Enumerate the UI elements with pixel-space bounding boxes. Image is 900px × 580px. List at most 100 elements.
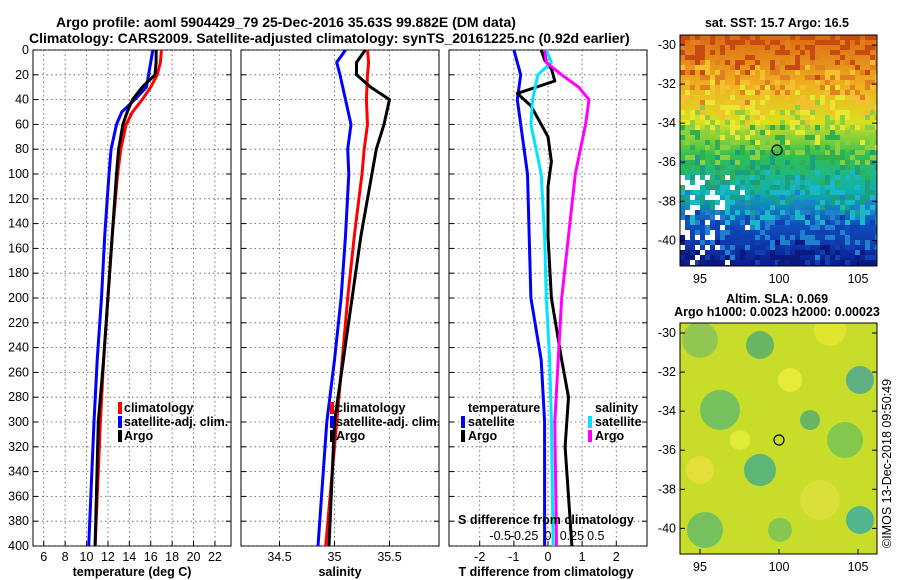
sst-pixel bbox=[710, 240, 715, 245]
sst-pixel bbox=[845, 240, 850, 245]
sst-pixel bbox=[830, 195, 835, 200]
sst-pixel bbox=[835, 230, 840, 235]
sst-pixel bbox=[825, 230, 830, 235]
map-x-tick-label: 100 bbox=[769, 272, 790, 286]
sst-pixel bbox=[810, 185, 815, 190]
sst-pixel bbox=[730, 105, 735, 110]
sst-pixel bbox=[680, 260, 685, 265]
sst-pixel bbox=[795, 255, 800, 260]
sst-pixel bbox=[730, 65, 735, 70]
sst-pixel bbox=[700, 85, 705, 90]
sst-pixel bbox=[705, 260, 710, 265]
sst-pixel bbox=[875, 130, 877, 135]
sst-pixel bbox=[790, 255, 795, 260]
sst-pixel bbox=[750, 125, 755, 130]
sst-mask-pixel bbox=[700, 180, 705, 185]
sla-argo-location-marker bbox=[773, 434, 785, 446]
sst-pixel bbox=[785, 220, 790, 225]
sst-pixel bbox=[720, 145, 725, 150]
sst-pixel bbox=[775, 185, 780, 190]
sst-pixel bbox=[745, 195, 750, 200]
sst-pixel bbox=[830, 160, 835, 165]
map-y-tick-label: -32 bbox=[658, 77, 676, 91]
sst-mask-pixel bbox=[680, 225, 685, 230]
sst-pixel bbox=[810, 100, 815, 105]
sst-mask-pixel bbox=[720, 225, 725, 230]
sst-pixel bbox=[785, 140, 790, 145]
x-tick-label: 1 bbox=[579, 550, 586, 564]
legend-label-argo: Argo bbox=[336, 429, 366, 443]
temperature-panel: 6 8 10 12 14 16 18 20 22 temperature (deg C) cli… bbox=[32, 49, 232, 579]
sst-pixel bbox=[710, 120, 715, 125]
sst-pixel bbox=[825, 180, 830, 185]
sst-pixel bbox=[750, 110, 755, 115]
sst-mask-pixel bbox=[685, 230, 690, 235]
sst-pixel bbox=[840, 75, 845, 80]
sst-pixel bbox=[780, 140, 785, 145]
sst-pixel bbox=[705, 145, 710, 150]
salinity-xlabel: salinity bbox=[318, 565, 361, 579]
sst-pixel bbox=[795, 180, 800, 185]
sst-pixel bbox=[720, 135, 725, 140]
x-tick-label: -1 bbox=[508, 550, 519, 564]
sst-pixel bbox=[700, 45, 705, 50]
sst-pixel bbox=[805, 110, 810, 115]
sst-pixel bbox=[685, 175, 690, 180]
sst-mask-pixel bbox=[680, 230, 685, 235]
sst-pixel bbox=[780, 235, 785, 240]
sst-pixel bbox=[825, 260, 830, 265]
legend-swatch-temp-argo bbox=[461, 430, 465, 442]
sst-pixel bbox=[695, 210, 700, 215]
sst-pixel bbox=[745, 235, 750, 240]
sst-pixel bbox=[840, 195, 845, 200]
sst-pixel bbox=[690, 85, 695, 90]
sst-pixel bbox=[855, 240, 860, 245]
sst-pixel bbox=[705, 225, 710, 230]
sst-pixel bbox=[755, 150, 760, 155]
sst-pixel bbox=[820, 260, 825, 265]
sst-mask-pixel bbox=[710, 230, 715, 235]
sst-pixel bbox=[800, 130, 805, 135]
sst-pixel bbox=[750, 175, 755, 180]
sst-mask-pixel bbox=[705, 245, 710, 250]
sst-pixel bbox=[725, 220, 730, 225]
sst-pixel bbox=[830, 185, 835, 190]
sst-pixel bbox=[865, 160, 870, 165]
sst-pixel bbox=[775, 215, 780, 220]
sst-pixel bbox=[700, 220, 705, 225]
sst-pixel bbox=[765, 135, 770, 140]
sst-pixel bbox=[865, 45, 870, 50]
temperature-ticks: 6 8 10 12 14 16 18 20 22 bbox=[33, 49, 231, 564]
sst-pixel bbox=[725, 130, 730, 135]
sst-pixel bbox=[690, 145, 695, 150]
sst-pixel bbox=[870, 105, 875, 110]
sst-pixel bbox=[760, 85, 765, 90]
sst-pixel bbox=[690, 130, 695, 135]
sst-pixel bbox=[795, 200, 800, 205]
sst-pixel bbox=[750, 190, 755, 195]
sst-pixel bbox=[705, 240, 710, 245]
sst-pixel bbox=[770, 155, 775, 160]
sst-pixel bbox=[800, 85, 805, 90]
sst-pixel bbox=[875, 255, 877, 260]
sst-pixel bbox=[735, 210, 740, 215]
sst-pixel bbox=[830, 135, 835, 140]
sst-pixel bbox=[770, 110, 775, 115]
sst-pixel bbox=[845, 195, 850, 200]
sst-mask-pixel bbox=[690, 185, 695, 190]
sst-pixel bbox=[700, 150, 705, 155]
sst-pixel bbox=[830, 200, 835, 205]
sst-pixel bbox=[680, 50, 685, 55]
sla-map-ticks: -30 -32 -34 -36 -38 -40 95 100 105 bbox=[658, 326, 877, 574]
sst-pixel bbox=[795, 240, 800, 245]
sst-pixel bbox=[740, 250, 745, 255]
sst-pixel bbox=[860, 220, 865, 225]
sst-pixel bbox=[750, 130, 755, 135]
sst-pixel bbox=[825, 70, 830, 75]
sst-pixel bbox=[860, 250, 865, 255]
sst-pixel bbox=[745, 55, 750, 60]
sst-pixel bbox=[795, 90, 800, 95]
sst-pixel bbox=[770, 245, 775, 250]
sst-pixel bbox=[775, 50, 780, 55]
sst-pixel bbox=[695, 50, 700, 55]
